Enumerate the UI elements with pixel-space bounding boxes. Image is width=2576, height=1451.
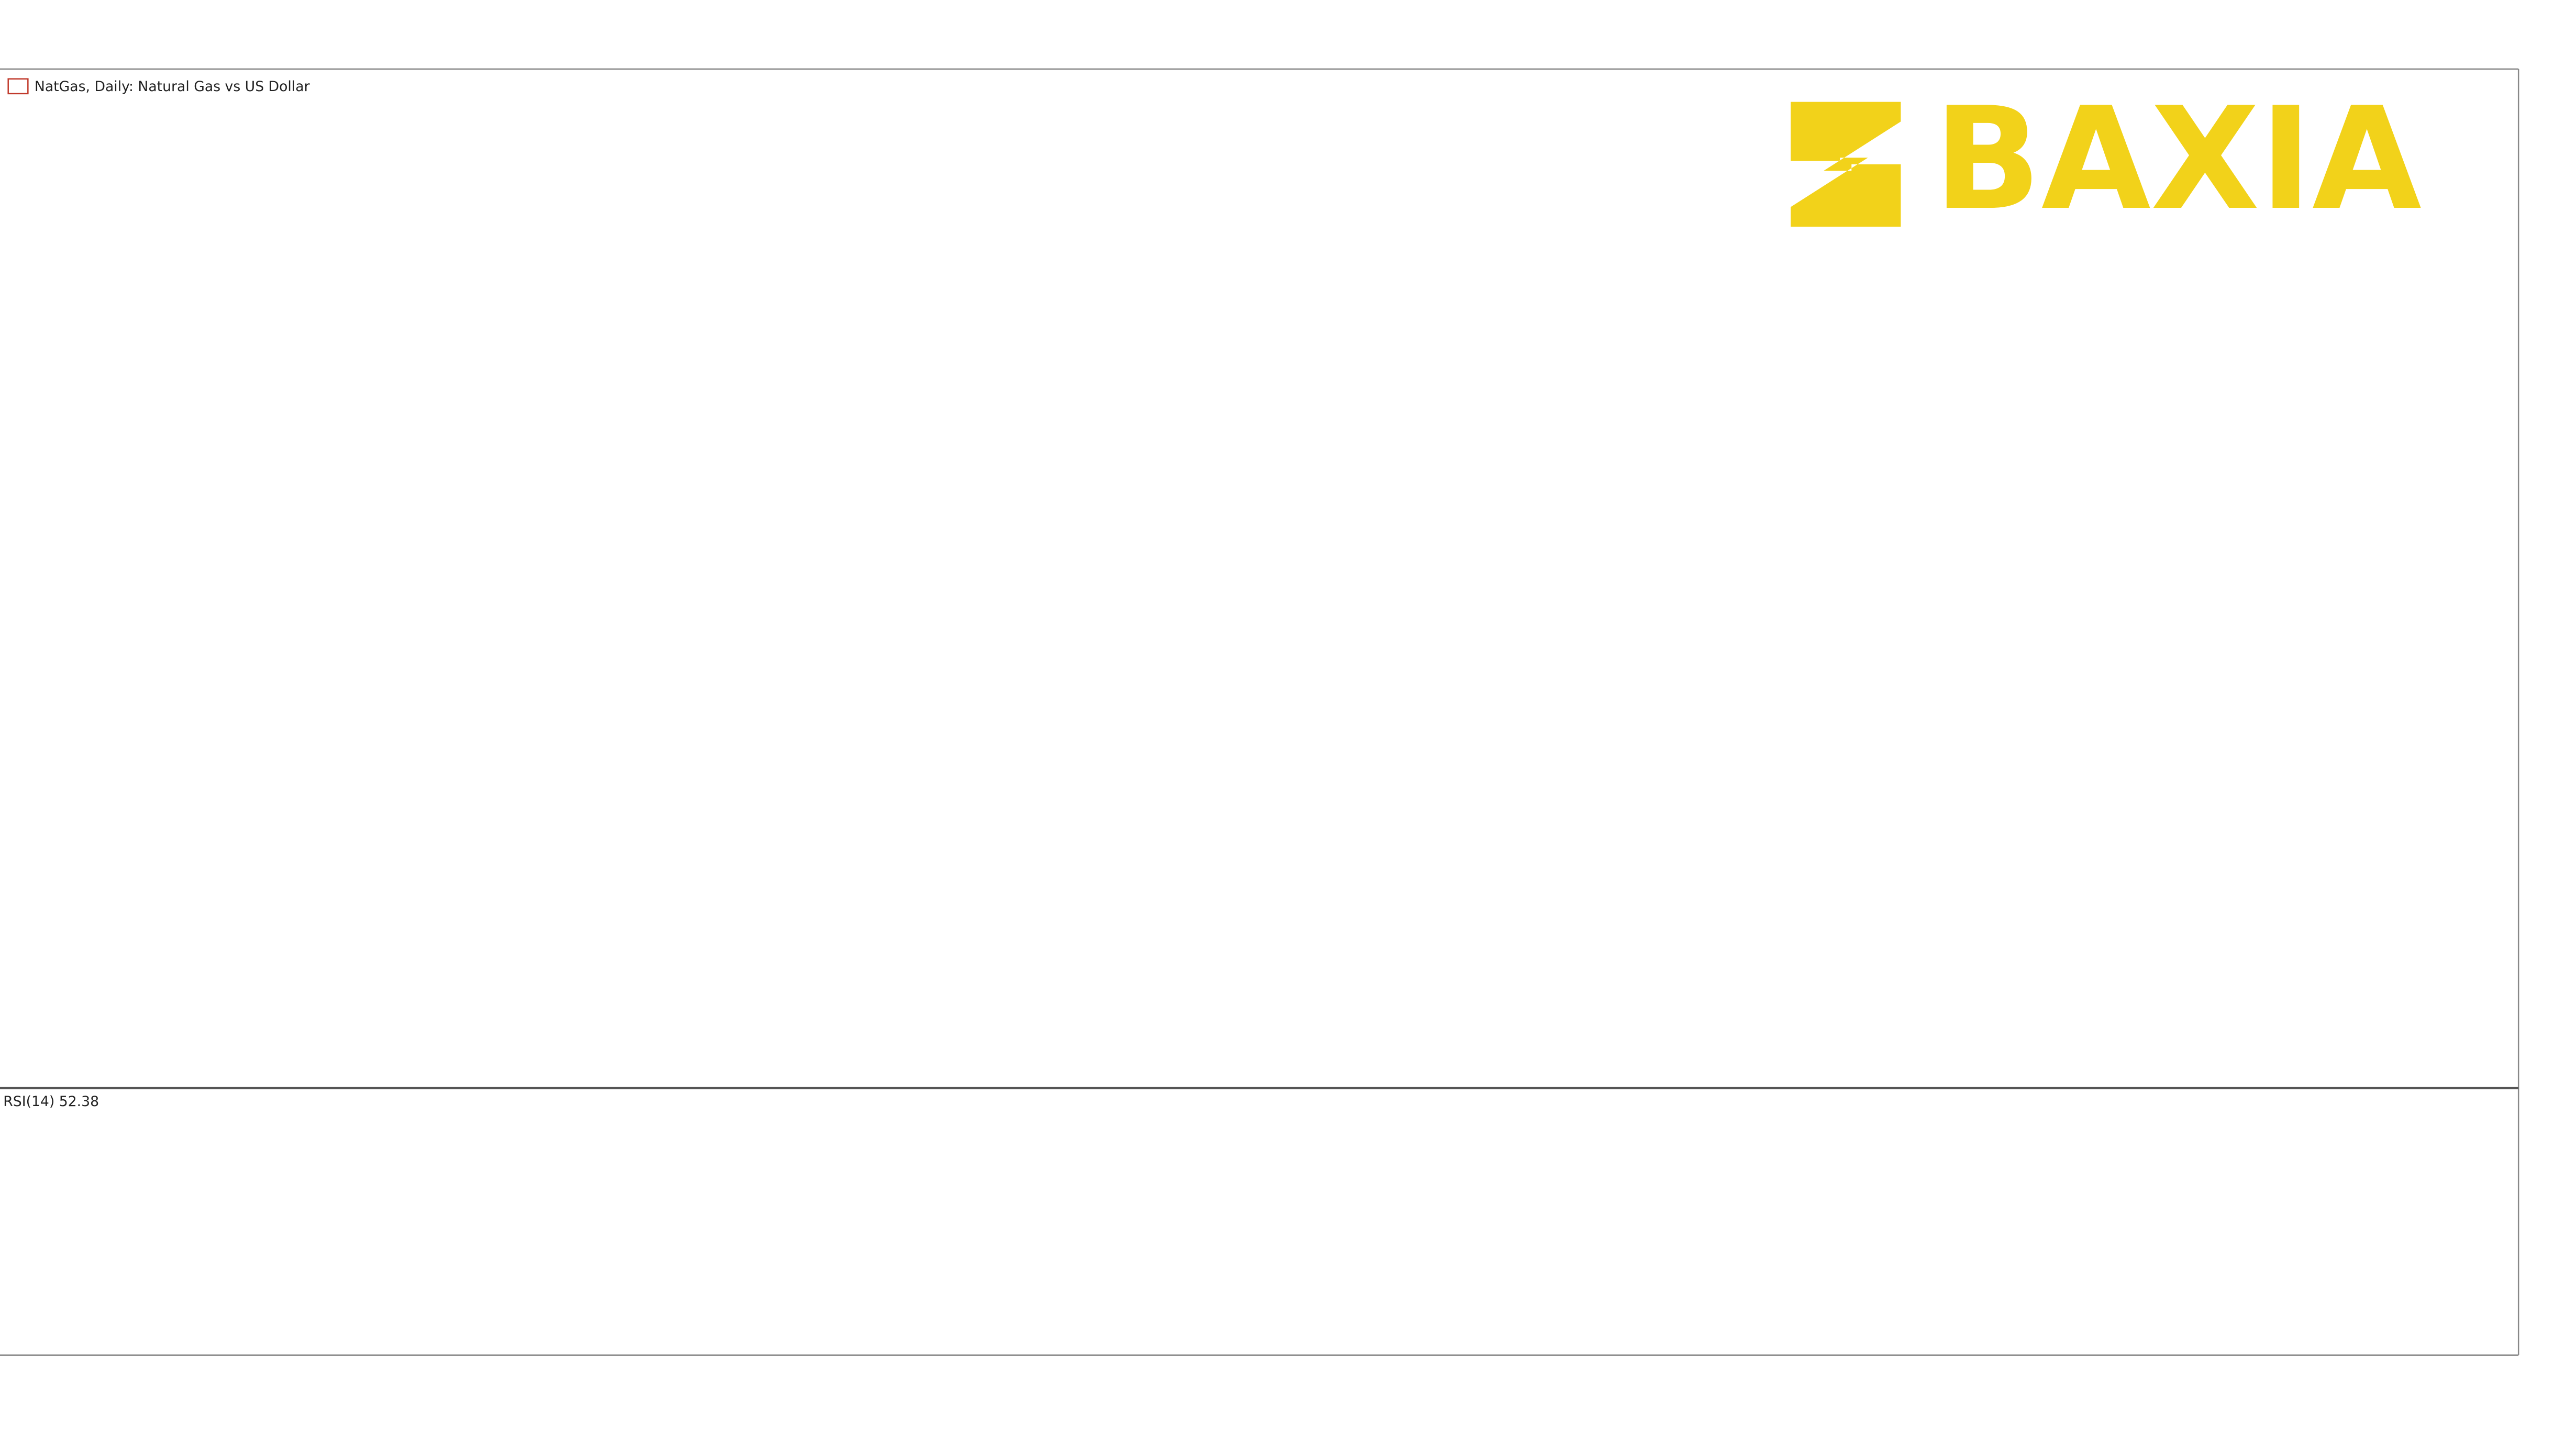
logo-text: BAXIA <box>1934 77 2423 241</box>
logo-icon <box>1791 102 1901 227</box>
symbol-icon <box>7 78 29 95</box>
rsi-title: RSI(14) 52.38 <box>3 1093 99 1110</box>
logo: BAXIA <box>1791 77 2423 241</box>
chart-title: NatGas, Daily: Natural Gas vs US Dollar <box>35 79 310 95</box>
